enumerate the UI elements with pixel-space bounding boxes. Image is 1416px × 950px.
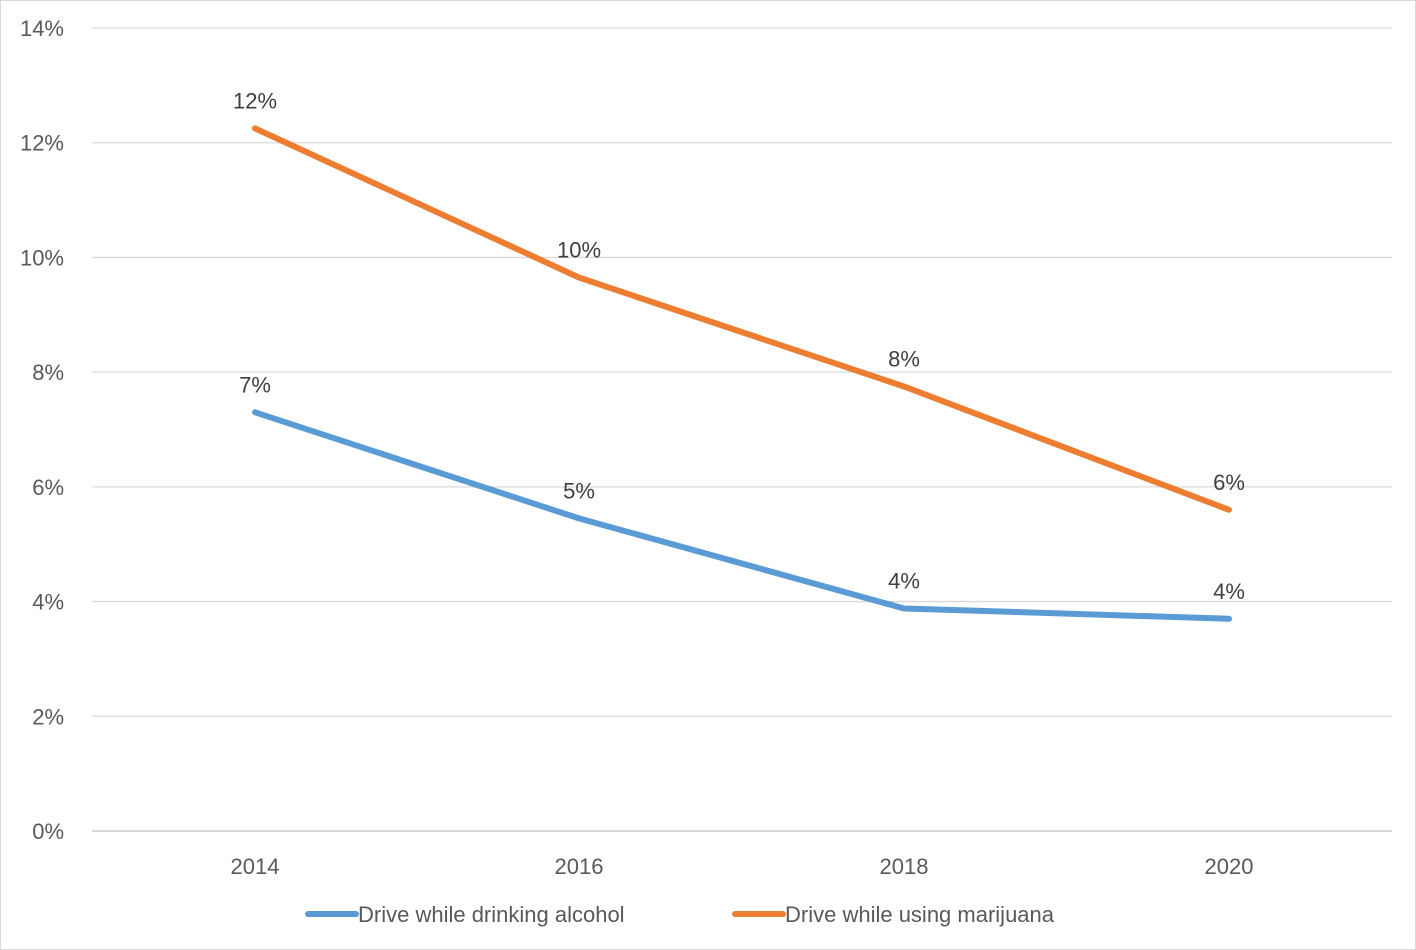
data-label: 10% (557, 238, 601, 263)
y-tick-label: 12% (20, 131, 64, 156)
legend: Drive while drinking alcohol Drive while … (305, 902, 1055, 927)
y-tick-label: 2% (32, 704, 64, 729)
y-axis-tick-labels: 0% 2% 4% 6% 8% 10% 12% 14% (20, 16, 64, 844)
y-tick-label: 4% (32, 590, 64, 615)
legend-label: Drive while drinking alcohol (358, 902, 625, 927)
data-label: 4% (888, 568, 920, 593)
y-tick-label: 0% (32, 819, 64, 844)
data-label: 8% (888, 346, 920, 371)
x-axis-tick-labels: 2014 2016 2018 2020 (231, 854, 1254, 879)
x-tick-label: 2014 (231, 854, 280, 879)
x-tick-label: 2018 (880, 854, 929, 879)
data-label: 7% (239, 372, 271, 397)
data-label: 6% (1213, 470, 1245, 495)
series-lines (252, 125, 1232, 622)
x-tick-label: 2016 (555, 854, 604, 879)
y-tick-label: 14% (20, 16, 64, 41)
gridlines (92, 27, 1392, 832)
y-tick-label: 10% (20, 245, 64, 270)
y-tick-label: 6% (32, 475, 64, 500)
data-label: 4% (1213, 579, 1245, 604)
data-label: 5% (563, 478, 595, 503)
data-label: 12% (233, 88, 277, 113)
x-tick-label: 2020 (1205, 854, 1254, 879)
series-line-2 (252, 125, 1232, 513)
series-line-1 (252, 409, 1232, 622)
y-tick-label: 8% (32, 360, 64, 385)
legend-label: Drive while using marijuana (785, 902, 1055, 927)
data-labels: 7% 5% 4% 4% 12% 10% 8% 6% (233, 88, 1245, 603)
